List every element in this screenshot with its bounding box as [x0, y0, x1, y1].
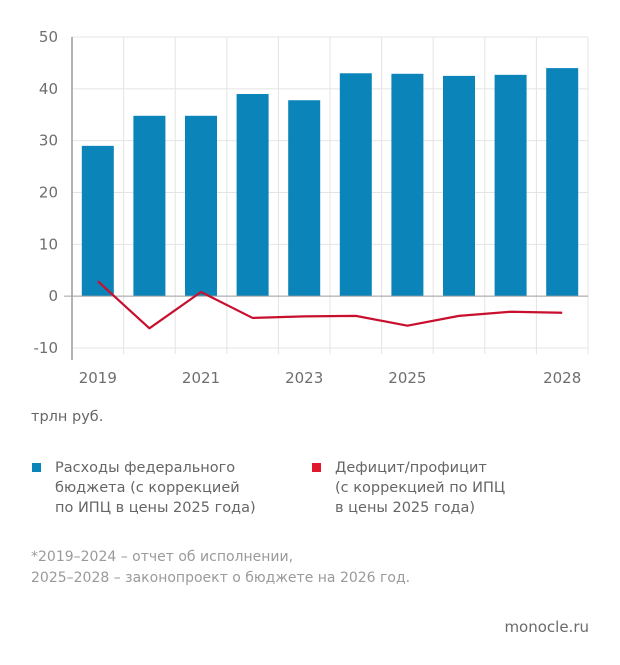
legend-item-deficit: Дефицит/профицит (с коррекцией по ИПЦ в … [312, 458, 565, 518]
bar-series [81, 68, 579, 297]
footnote: *2019–2024 – отчет об исполнении, 2025–2… [31, 547, 410, 589]
line-series [97, 280, 563, 330]
y-tick-label: 0 [48, 287, 58, 305]
footnote-line: *2019–2024 – отчет об исполнении, [31, 549, 294, 565]
legend-swatch-blue [32, 463, 41, 472]
bar-2028 [546, 68, 579, 297]
y-tick-labels: 50 40 30 20 10 0 -10 [34, 28, 59, 357]
bar-2025 [391, 73, 424, 297]
x-tick-label: 2023 [285, 369, 323, 387]
bar-2026 [443, 75, 475, 297]
y-tick-label: 30 [39, 132, 58, 150]
y-tick-label: 10 [39, 235, 58, 253]
x-tick-labels: 2019 2021 2023 2025 2028 [79, 369, 582, 387]
y-tick-label: 20 [39, 184, 58, 202]
y-tick-label: 40 [39, 80, 58, 98]
legend-line: Дефицит/профицит [335, 460, 487, 476]
legend-line: (с коррекцией по ИПЦ [335, 480, 506, 496]
bar-2022 [236, 94, 269, 297]
unit-label: трлн руб. [31, 409, 104, 425]
x-tick-label: 2019 [79, 369, 117, 387]
axes [64, 37, 588, 360]
bar-2023 [288, 100, 321, 297]
bar-2021 [185, 115, 217, 297]
legend-text: Расходы федерального бюджета (с коррекци… [55, 458, 285, 518]
legend-text: Дефицит/профицит (с коррекцией по ИПЦ в … [335, 458, 565, 518]
bar-2027 [494, 74, 527, 297]
x-tick-label: 2028 [543, 369, 581, 387]
x-tick-label: 2025 [388, 369, 426, 387]
legend-line: в цены 2025 года) [335, 500, 476, 516]
budget-chart: 50 40 30 20 10 0 -10 2019 2021 2023 2025 2028 [34, 28, 589, 387]
legend-swatch-red [312, 463, 321, 472]
bar-2024 [339, 73, 372, 297]
y-tick-label: -10 [34, 339, 59, 357]
deficit-line [97, 280, 563, 330]
bar-2020 [133, 115, 166, 297]
legend-item-expenses: Расходы федерального бюджета (с коррекци… [32, 458, 285, 518]
legend-line: по ИПЦ в цены 2025 года) [55, 500, 256, 516]
legend-line: бюджета (с коррекцией [55, 480, 240, 496]
legend-line: Расходы федерального [55, 460, 236, 476]
x-tick-label: 2021 [182, 369, 220, 387]
source-label: monocle.ru [504, 618, 589, 636]
bar-2019 [81, 145, 114, 297]
footnote-line: 2025–2028 – законопроект о бюджете на 20… [31, 570, 411, 586]
y-tick-label: 50 [39, 28, 58, 46]
